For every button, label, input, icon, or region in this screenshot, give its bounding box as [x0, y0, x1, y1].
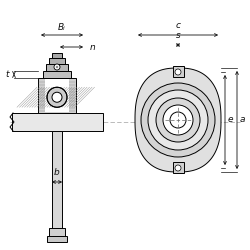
- Bar: [43, 71, 71, 78]
- Bar: [173, 66, 184, 77]
- Bar: [38, 78, 76, 113]
- Bar: [12, 113, 103, 131]
- Text: Bᵢ: Bᵢ: [58, 23, 66, 32]
- Circle shape: [156, 98, 200, 142]
- Circle shape: [163, 105, 193, 135]
- Bar: [46, 64, 68, 71]
- Text: s: s: [176, 31, 180, 40]
- Circle shape: [56, 66, 58, 68]
- Text: t: t: [6, 70, 9, 79]
- Bar: [52, 53, 62, 58]
- Circle shape: [52, 92, 62, 102]
- Polygon shape: [135, 68, 221, 172]
- Bar: [49, 228, 65, 236]
- Bar: [45, 79, 69, 112]
- Text: n: n: [90, 42, 96, 51]
- Text: n: n: [0, 249, 1, 250]
- Circle shape: [170, 112, 186, 128]
- Circle shape: [175, 165, 181, 171]
- Bar: [52, 131, 62, 228]
- Text: a: a: [240, 116, 246, 124]
- Bar: [173, 162, 184, 173]
- Bar: [47, 236, 67, 242]
- Text: e: e: [228, 116, 234, 124]
- Circle shape: [175, 69, 181, 75]
- Text: c: c: [176, 21, 180, 30]
- Circle shape: [54, 64, 60, 70]
- Circle shape: [148, 90, 208, 150]
- Text: b: b: [54, 168, 60, 177]
- Bar: [49, 58, 65, 64]
- Circle shape: [141, 83, 215, 157]
- Circle shape: [47, 87, 67, 107]
